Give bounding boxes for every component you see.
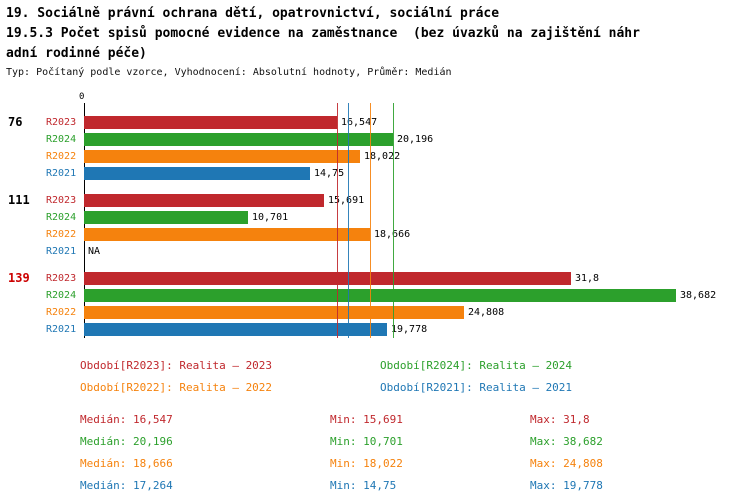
- report-subtitle-line-2: adní rodinné péče): [6, 46, 147, 61]
- bar-row: R2021 NA: [46, 243, 750, 260]
- report-title: 19. Sociálně právní ochrana dětí, opatro…: [6, 6, 500, 21]
- stat-max: Max: 24,808: [530, 456, 603, 470]
- stat-min: Min: 14,75: [330, 478, 397, 492]
- bar-r2024: [84, 289, 676, 302]
- series-label: R2021: [46, 246, 77, 257]
- bar-row: R2021 19,778: [46, 321, 750, 338]
- bar-r2021: [84, 167, 310, 180]
- group-label: 139: [8, 271, 30, 285]
- legend-row: Období[R2022]: Realita – 2022 Období[R202…: [80, 376, 750, 398]
- series-label: R2022: [46, 307, 77, 318]
- series-label: R2024: [46, 290, 77, 301]
- bar-value-label: 38,682: [680, 290, 717, 301]
- stat-max: Max: 19,778: [530, 478, 603, 492]
- bar-row: R2022 18,022: [46, 148, 750, 165]
- group-label: 76: [8, 115, 23, 129]
- bar-value-label: 24,808: [468, 307, 505, 318]
- bar-value-label: 10,701: [252, 212, 289, 223]
- stat-median: Medián: 17,264: [80, 478, 173, 492]
- series-label: R2021: [46, 168, 77, 179]
- stat-row: Medián: 20,196 Min: 10,701 Max: 38,682: [80, 430, 750, 452]
- bar-value-label: 16,547: [341, 117, 378, 128]
- bar-row: R2021 14,75: [46, 165, 750, 182]
- legend-item: Období[R2022]: Realita – 2022: [80, 380, 273, 394]
- stat-row: Medián: 16,547 Min: 15,691 Max: 31,8: [80, 408, 750, 430]
- bar-row: R2023 16,547: [46, 114, 750, 131]
- stat-min: Min: 15,691: [330, 412, 403, 426]
- series-label: R2024: [46, 134, 77, 145]
- series-label: R2022: [46, 229, 77, 240]
- legend-item: Období[R2021]: Realita – 2021: [380, 380, 573, 394]
- stat-min: Min: 18,022: [330, 456, 403, 470]
- stat-row: Medián: 17,264 Min: 14,75 Max: 19,778: [80, 474, 750, 496]
- bar-row: R2024 38,682: [46, 287, 750, 304]
- bar-value-label: 18,022: [364, 151, 401, 162]
- stats-summary: Medián: 16,547 Min: 15,691 Max: 31,8 Medián…: [0, 408, 750, 496]
- stat-max: Max: 31,8: [530, 412, 590, 426]
- report-subtitle-line-1: 19.5.3 Počet spisů pomocné evidence na z…: [6, 26, 640, 41]
- bar-row: R2024 20,196: [46, 131, 750, 148]
- bar-r2024: [84, 133, 393, 146]
- legend-item: Období[R2024]: Realita – 2024: [380, 358, 573, 372]
- bar-row: R2022 18,666: [46, 226, 750, 243]
- report-meta: Typ: Počítaný podle vzorce, Vyhodnocení:…: [6, 67, 452, 78]
- series-label: R2023: [46, 195, 77, 206]
- legend-item: Období[R2023]: Realita – 2023: [80, 358, 273, 372]
- bar-r2023: [84, 194, 324, 207]
- bar-chart: 0 76 R2023 16,547 R2024 20,196 R2022 18,022 R20…: [0, 88, 750, 338]
- bar-row: R2022 24,808: [46, 304, 750, 321]
- bar-row: R2023 15,691: [46, 192, 750, 209]
- bar-row: R2023 31,8: [46, 270, 750, 287]
- bar-value-label: 19,778: [391, 324, 428, 335]
- bar-row: R2024 10,701: [46, 209, 750, 226]
- stat-median: Medián: 20,196: [80, 434, 173, 448]
- bar-value-label: 18,666: [374, 229, 410, 240]
- median-line-r2022: [370, 103, 371, 338]
- bar-r2022: [84, 228, 370, 241]
- group-label: 111: [8, 193, 30, 207]
- stat-max: Max: 38,682: [530, 434, 603, 448]
- stat-min: Min: 10,701: [330, 434, 403, 448]
- bar-r2022: [84, 306, 464, 319]
- legend: Období[R2023]: Realita – 2023 Období[R202…: [0, 354, 750, 398]
- bar-value-label: 15,691: [328, 195, 365, 206]
- series-label: R2024: [46, 212, 77, 223]
- series-label: R2023: [46, 273, 77, 284]
- bar-r2023: [84, 116, 337, 129]
- series-label: R2022: [46, 151, 77, 162]
- bar-value-label: 14,75: [314, 168, 345, 179]
- x-axis-zero-label: 0: [79, 92, 85, 102]
- bar-r2024: [84, 211, 248, 224]
- bar-value-label: NA: [88, 246, 101, 257]
- bar-group-139: 139 R2023 31,8 R2024 38,682 R2022 24,808 R2021 1…: [8, 270, 750, 338]
- bar-value-label: 31,8: [575, 273, 600, 284]
- stat-median: Medián: 16,547: [80, 412, 173, 426]
- legend-row: Období[R2023]: Realita – 2023 Období[R202…: [80, 354, 750, 376]
- series-label: R2021: [46, 324, 77, 335]
- median-line-r2023: [337, 103, 338, 338]
- bar-r2023: [84, 272, 571, 285]
- stat-median: Medián: 18,666: [80, 456, 173, 470]
- stat-row: Medián: 18,666 Min: 18,022 Max: 24,808: [80, 452, 750, 474]
- series-label: R2023: [46, 117, 77, 128]
- bar-group-111: 111R202315,691R202410,701R202218,666R202…: [8, 192, 750, 260]
- median-line-r2021: [348, 103, 349, 338]
- bar-value-label: 20,196: [397, 134, 434, 145]
- bar-group-76: 76 R2023 16,547 R2024 20,196 R2022 18,022 R2021…: [8, 114, 750, 182]
- bar-r2022: [84, 150, 360, 163]
- bar-r2021: [84, 323, 387, 336]
- median-line-r2024: [393, 103, 394, 338]
